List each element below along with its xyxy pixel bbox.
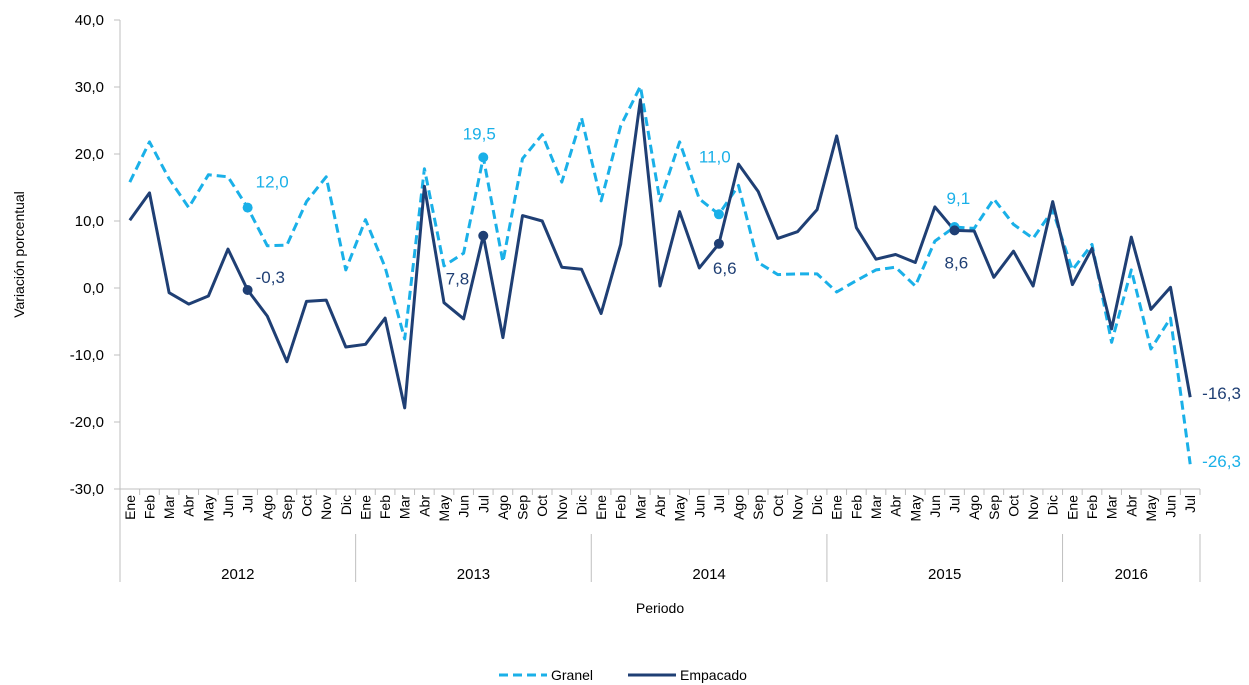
x-month-label: Abr bbox=[888, 495, 904, 517]
data-label: 9,1 bbox=[947, 189, 971, 208]
x-month-label: Ene bbox=[829, 495, 845, 520]
y-tick-label: 30,0 bbox=[75, 79, 104, 96]
x-month-label: Jun bbox=[1163, 495, 1179, 518]
data-point-marker bbox=[478, 152, 489, 163]
x-month-label: Jul bbox=[475, 495, 491, 513]
x-month-label: Ago bbox=[966, 495, 982, 520]
x-month-label: Jun bbox=[927, 495, 943, 518]
x-month-label: May bbox=[1143, 495, 1159, 521]
x-month-label: Jun bbox=[220, 495, 236, 518]
x-month-label: Nov bbox=[554, 495, 570, 520]
x-month-label: Ago bbox=[495, 495, 511, 520]
x-month-label: May bbox=[200, 495, 216, 521]
x-month-label: Abr bbox=[416, 495, 432, 517]
x-month-label: Jul bbox=[1182, 495, 1198, 513]
data-point-marker bbox=[713, 209, 724, 220]
data-label: -26,3 bbox=[1202, 452, 1241, 471]
x-month-label: Mar bbox=[1104, 495, 1120, 519]
x-month-label: Dic bbox=[809, 495, 825, 515]
x-month-label: May bbox=[672, 495, 688, 521]
x-month-label: Jun bbox=[691, 495, 707, 518]
data-label: -16,3 bbox=[1202, 384, 1241, 403]
y-tick-label: 0,0 bbox=[83, 280, 104, 297]
x-month-label: Dic bbox=[1045, 495, 1061, 515]
x-month-label: Jul bbox=[240, 495, 256, 513]
x-month-label: Feb bbox=[848, 495, 864, 519]
x-month-label: Ene bbox=[357, 495, 373, 520]
legend-label: Granel bbox=[551, 667, 593, 683]
x-month-label: Mar bbox=[161, 495, 177, 519]
data-label: 11,0 bbox=[699, 147, 731, 166]
x-month-label: Feb bbox=[613, 495, 629, 519]
x-month-label: Mar bbox=[397, 495, 413, 519]
data-label: 12,0 bbox=[256, 173, 289, 192]
x-month-label: Ene bbox=[593, 495, 609, 520]
x-month-label: Ene bbox=[122, 495, 138, 520]
data-label: 7,8 bbox=[446, 270, 470, 289]
x-month-label: Jun bbox=[456, 495, 472, 518]
x-month-label: Dic bbox=[338, 495, 354, 515]
y-tick-label: 40,0 bbox=[75, 12, 104, 29]
x-month-label: Jul bbox=[947, 495, 963, 513]
x-month-label: Jul bbox=[711, 495, 727, 513]
legend-label: Empacado bbox=[680, 667, 747, 683]
x-month-label: Nov bbox=[1025, 495, 1041, 520]
data-point-marker bbox=[713, 238, 724, 249]
x-year-label: 2013 bbox=[457, 566, 490, 583]
x-month-label: Oct bbox=[534, 495, 550, 517]
x-month-label: Sep bbox=[279, 495, 295, 520]
x-month-label: Ago bbox=[731, 495, 747, 520]
x-month-label: Nov bbox=[318, 495, 334, 520]
data-label: 6,6 bbox=[713, 259, 737, 278]
x-month-label: Sep bbox=[986, 495, 1002, 520]
data-point-marker bbox=[949, 225, 960, 236]
x-month-label: Feb bbox=[141, 495, 157, 519]
x-month-label: Oct bbox=[1005, 495, 1021, 517]
data-point-marker bbox=[478, 230, 489, 241]
data-label: -0,3 bbox=[256, 268, 285, 287]
x-month-label: May bbox=[907, 495, 923, 521]
x-year-label: 2014 bbox=[692, 566, 725, 583]
x-month-label: Mar bbox=[868, 495, 884, 519]
x-month-label: Abr bbox=[181, 495, 197, 517]
x-month-label: Feb bbox=[377, 495, 393, 519]
y-tick-label: -20,0 bbox=[70, 414, 104, 431]
y-tick-label: -30,0 bbox=[70, 481, 104, 498]
x-month-label: Abr bbox=[652, 495, 668, 517]
x-month-label: Abr bbox=[1123, 495, 1139, 517]
x-month-label: Oct bbox=[770, 495, 786, 517]
x-month-label: Oct bbox=[299, 495, 315, 517]
data-point-marker bbox=[242, 285, 253, 296]
x-year-label: 2016 bbox=[1115, 566, 1148, 583]
x-month-label: Mar bbox=[632, 495, 648, 519]
data-point-marker bbox=[242, 202, 253, 213]
y-tick-label: 20,0 bbox=[75, 146, 104, 163]
y-tick-label: 10,0 bbox=[75, 213, 104, 230]
data-label: 19,5 bbox=[463, 124, 496, 143]
x-axis-title: Periodo bbox=[636, 600, 684, 616]
x-month-label: Sep bbox=[750, 495, 766, 520]
data-label: 8,6 bbox=[945, 253, 969, 272]
x-month-label: May bbox=[436, 495, 452, 521]
x-month-label: Dic bbox=[573, 495, 589, 515]
y-axis-title: Variación porcentual bbox=[11, 191, 27, 318]
x-year-label: 2015 bbox=[928, 566, 961, 583]
y-tick-label: -10,0 bbox=[70, 347, 104, 364]
x-month-label: Ene bbox=[1064, 495, 1080, 520]
x-month-label: Feb bbox=[1084, 495, 1100, 519]
x-month-label: Nov bbox=[789, 495, 805, 520]
x-year-label: 2012 bbox=[221, 566, 254, 583]
x-month-label: Sep bbox=[515, 495, 531, 520]
x-month-label: Ago bbox=[259, 495, 275, 520]
series-line-granel bbox=[128, 84, 1192, 465]
series-line-empacado bbox=[128, 98, 1192, 410]
